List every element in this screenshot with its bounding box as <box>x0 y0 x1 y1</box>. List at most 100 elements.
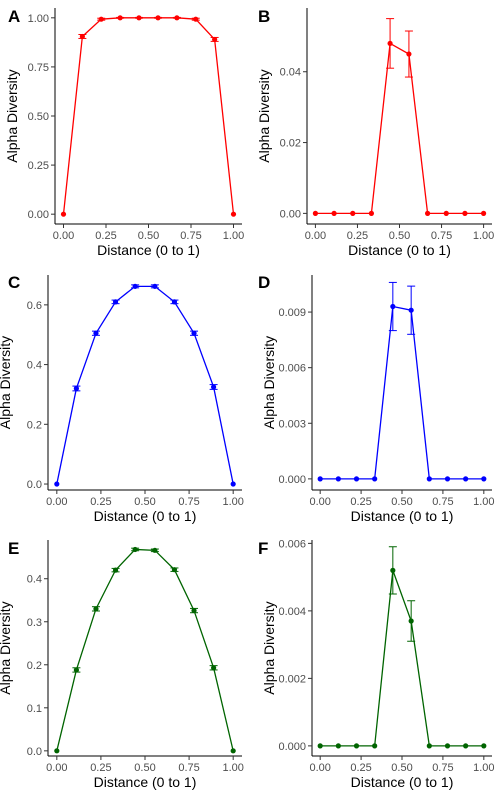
y-axis-title: Alpha Diversity <box>4 69 20 162</box>
data-point <box>372 476 378 482</box>
x-tick-label: 0.50 <box>389 230 410 242</box>
x-tick-label: 0.00 <box>46 496 67 508</box>
y-tick-label: 0.002 <box>278 673 306 685</box>
data-point <box>171 299 178 305</box>
panel-label-c: C <box>8 273 20 292</box>
data-point <box>73 667 79 673</box>
y-tick-label: 0.1 <box>27 703 42 715</box>
x-tick-label: 0.50 <box>391 496 412 508</box>
x-tick-label: 0.50 <box>134 496 155 508</box>
series-line <box>62 17 235 215</box>
panel-label-b: B <box>258 7 270 26</box>
data-point <box>93 330 99 336</box>
data-point <box>132 283 138 289</box>
x-tick-label: 1.00 <box>222 762 243 774</box>
data-point <box>353 476 360 482</box>
data-point <box>152 283 158 289</box>
x-tick-label: 0.00 <box>309 496 330 508</box>
data-point <box>112 299 119 305</box>
data-point <box>54 481 60 487</box>
x-axis-title: Distance (0 to 1) <box>94 508 197 524</box>
data-point <box>353 743 360 749</box>
y-tick-label: 0.0 <box>27 746 42 758</box>
panel-label-d: D <box>258 273 270 292</box>
series-line <box>56 548 234 751</box>
x-tick-label: 0.00 <box>305 230 326 242</box>
data-point <box>335 743 341 749</box>
data-point <box>408 618 414 624</box>
y-tick-label: 0.0 <box>27 479 42 491</box>
data-point <box>335 476 341 482</box>
x-tick-label: 0.25 <box>90 496 111 508</box>
data-point <box>98 16 104 22</box>
x-tick-label: 1.00 <box>473 496 494 508</box>
x-tick-label: 0.25 <box>347 230 368 242</box>
y-tick-label: 0.00 <box>28 209 49 221</box>
data-point <box>390 303 396 310</box>
data-point <box>372 743 378 749</box>
data-point <box>406 51 412 57</box>
x-tick-label: 0.00 <box>53 230 74 242</box>
x-tick-label: 1.00 <box>223 230 244 242</box>
y-axis-title: Alpha Diversity <box>0 601 13 694</box>
x-tick-label: 0.50 <box>134 762 155 774</box>
x-tick-label: 0.25 <box>350 496 371 508</box>
x-tick-label: 1.00 <box>473 230 494 242</box>
x-tick-label: 0.50 <box>391 762 412 774</box>
y-tick-label: 0.004 <box>278 606 306 618</box>
x-tick-label: 0.00 <box>309 762 330 774</box>
data-point <box>426 743 432 749</box>
x-tick-label: 0.25 <box>350 762 371 774</box>
data-point <box>136 15 142 21</box>
y-tick-label: 0.6 <box>27 300 42 312</box>
y-tick-label: 0.00 <box>280 208 301 220</box>
data-point <box>317 743 323 749</box>
y-tick-label: 0.4 <box>27 360 42 372</box>
data-point <box>443 210 449 216</box>
y-tick-label: 0.4 <box>27 574 42 586</box>
data-point <box>152 547 158 553</box>
data-point <box>444 743 451 749</box>
data-point <box>171 567 178 573</box>
x-tick-label: 1.00 <box>222 496 243 508</box>
data-point <box>444 476 451 482</box>
data-point <box>93 606 99 612</box>
y-axis-title: Alpha Diversity <box>261 336 277 429</box>
data-point <box>480 210 487 216</box>
series-line <box>320 570 484 747</box>
x-tick-label: 0.75 <box>432 762 453 774</box>
data-point <box>191 330 197 336</box>
data-point <box>54 748 60 754</box>
x-axis-title: Distance (0 to 1) <box>97 242 200 258</box>
x-tick-label: 0.00 <box>46 762 67 774</box>
data-point <box>212 36 218 43</box>
y-tick-label: 0.009 <box>278 307 306 319</box>
y-tick-label: 0.006 <box>278 538 306 550</box>
x-tick-label: 0.75 <box>178 762 199 774</box>
y-tick-label: 0.75 <box>28 62 49 74</box>
y-tick-label: 0.003 <box>278 418 306 430</box>
data-point <box>193 16 199 22</box>
x-tick-label: 1.00 <box>473 762 494 774</box>
x-tick-label: 0.75 <box>180 230 201 242</box>
data-point <box>230 211 237 217</box>
y-tick-label: 0.25 <box>28 160 49 172</box>
x-tick-label: 0.25 <box>90 762 111 774</box>
data-point <box>230 748 236 754</box>
x-tick-label: 0.75 <box>432 496 453 508</box>
data-point <box>312 210 319 216</box>
series-line <box>315 42 484 215</box>
data-point <box>211 384 217 390</box>
data-point <box>387 40 393 47</box>
data-point <box>408 307 414 313</box>
data-point <box>481 476 487 482</box>
x-tick-label: 0.75 <box>178 496 199 508</box>
panel-label-e: E <box>8 539 19 558</box>
y-axis-title: Alpha Diversity <box>261 601 277 694</box>
data-point <box>350 210 356 216</box>
data-point <box>462 210 468 216</box>
x-axis-title: Distance (0 to 1) <box>348 242 451 258</box>
data-point <box>230 481 236 487</box>
